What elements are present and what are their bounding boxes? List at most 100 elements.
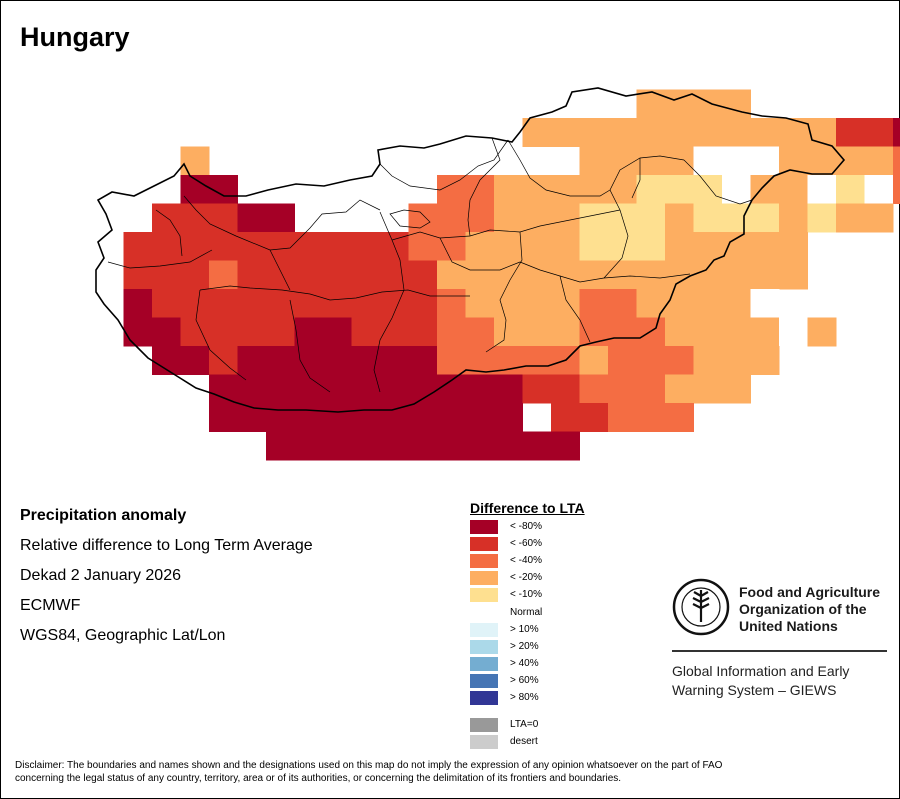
legend-label: > 60%: [510, 675, 539, 686]
grid-cell: [693, 289, 723, 318]
legend-swatch: [470, 674, 498, 688]
grid-cell: [722, 260, 751, 290]
grid-cell: [608, 175, 637, 204]
grid-cell: [465, 403, 495, 432]
grid-cell: [380, 403, 409, 432]
grid-cell: [722, 146, 751, 176]
grid-cell: [551, 317, 580, 347]
giews-name: Global Information and Early Warning Sys…: [672, 662, 849, 700]
disclaimer-line1: Disclaimer: The boundaries and names sho…: [15, 760, 723, 771]
grid-cell: [294, 289, 324, 318]
grid-cell: [380, 374, 409, 404]
grid-cell: [494, 289, 523, 318]
grid-cell: [294, 431, 324, 461]
grid-cell: [750, 289, 780, 318]
grid-cell: [437, 175, 466, 204]
grid-cell: [722, 374, 751, 404]
grid-cell: [266, 260, 295, 290]
grid-cell: [522, 317, 552, 347]
legend-label: < -40%: [510, 555, 542, 566]
fao-name-line2: Organization of the: [739, 601, 867, 617]
info-projection: WGS84, Geographic Lat/Lon: [20, 627, 226, 644]
grid-cell: [237, 346, 267, 375]
grid-cell: [836, 203, 865, 233]
legend-swatch: [470, 640, 498, 654]
grid-cell: [893, 175, 900, 204]
legend-swatch: [470, 718, 498, 732]
grid-cell: [465, 232, 495, 261]
grid-cell: [665, 203, 694, 233]
grid-cell: [152, 203, 181, 233]
grid-cell: [380, 431, 409, 461]
grid-cell: [380, 317, 409, 347]
giews-line1: Global Information and Early: [672, 663, 850, 679]
grid-cell: [494, 374, 523, 404]
county-borders: [107, 137, 753, 393]
grid-cell: [294, 346, 324, 375]
grid-cell: [237, 203, 267, 233]
legend-swatch: [470, 606, 498, 620]
grid-cell: [180, 317, 210, 347]
grid-cell: [722, 203, 751, 233]
grid-cell: [209, 317, 238, 347]
grid-cell: [437, 431, 466, 461]
legend-title: Difference to LTA: [470, 500, 585, 516]
grid-cell: [864, 175, 894, 204]
grid-cell: [722, 346, 751, 375]
grid-cell: [209, 289, 238, 318]
grid-cell: [636, 203, 666, 233]
grid-cell: [636, 403, 666, 432]
grid-cell: [323, 403, 352, 432]
grid-cell: [807, 317, 837, 347]
grid-cell: [551, 403, 580, 432]
grid-cell: [579, 346, 609, 375]
grid-cell: [152, 317, 181, 347]
grid-cell: [693, 260, 723, 290]
grid-cell: [779, 175, 808, 204]
grid-cell: [408, 317, 438, 347]
legend-swatch: [470, 691, 498, 705]
info-period: Dekad 2 January 2026: [20, 567, 181, 584]
grid-cell: [522, 374, 552, 404]
grid-cell: [465, 289, 495, 318]
grid-cell: [608, 118, 637, 147]
grid-cell: [693, 175, 723, 204]
grid-cell: [551, 431, 580, 461]
grid-cell: [266, 289, 295, 318]
grid-cell: [437, 403, 466, 432]
grid-cell: [608, 403, 637, 432]
grid-cell: [180, 260, 210, 290]
grid-cell: [152, 232, 181, 261]
grid-cell: [465, 374, 495, 404]
grid-cell: [551, 175, 580, 204]
grid-cell: [636, 146, 666, 176]
grid-cell: [408, 403, 438, 432]
grid-cell: [408, 260, 438, 290]
grid-cell: [807, 146, 837, 176]
grid-cell: [123, 289, 153, 318]
grid-cell: [636, 175, 666, 204]
grid-cell: [294, 317, 324, 347]
info-heading: Precipitation anomaly: [20, 507, 187, 524]
grid-cell: [722, 232, 751, 261]
grid-cell: [351, 317, 381, 347]
legend-swatch: [470, 571, 498, 585]
grid-cell: [123, 260, 153, 290]
grid-cell: [180, 346, 210, 375]
grid-cell: [693, 374, 723, 404]
fao-name-line1: Food and Agriculture: [739, 584, 881, 600]
grid-cell: [323, 232, 352, 261]
grid-cell: [266, 374, 295, 404]
grid-cell: [665, 374, 694, 404]
grid-cell: [608, 289, 637, 318]
grid-cell: [522, 289, 552, 318]
grid-cell: [893, 146, 900, 176]
grid-cell: [380, 346, 409, 375]
legend-label: LTA=0: [510, 719, 539, 730]
grid-cell: [380, 289, 409, 318]
map-title: Hungary: [20, 22, 130, 52]
grid-cell: [551, 118, 580, 147]
grid-cell: [494, 175, 523, 204]
grid-cell: [665, 146, 694, 176]
grid-cell: [722, 317, 751, 347]
